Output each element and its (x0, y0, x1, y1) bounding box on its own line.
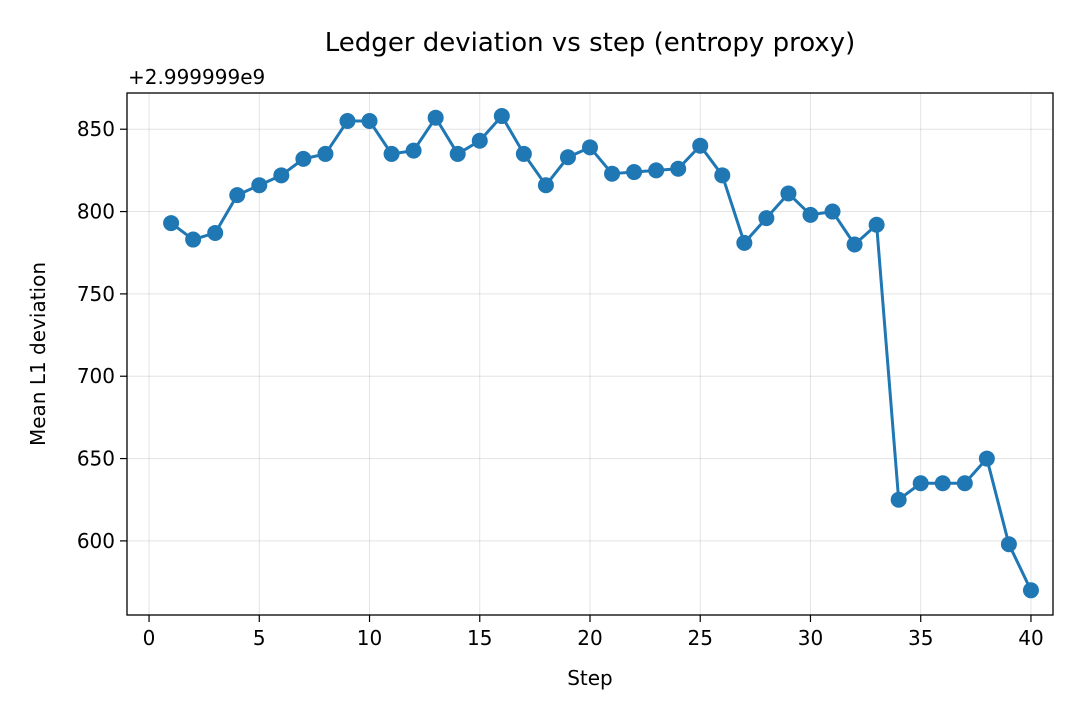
data-point (912, 475, 929, 492)
data-point (780, 185, 797, 202)
data-point (251, 177, 268, 194)
x-tick-label: 25 (688, 626, 713, 650)
data-point (824, 203, 841, 220)
y-axis-offset-text: +2.999999e9 (128, 65, 265, 89)
x-tick-label: 20 (577, 626, 602, 650)
x-tick-label: 35 (908, 626, 933, 650)
y-axis-label: Mean L1 deviation (26, 262, 50, 446)
data-point (163, 215, 180, 232)
data-point (317, 145, 334, 162)
x-tick-label: 5 (253, 626, 266, 650)
data-point (515, 145, 532, 162)
y-tick-label: 650 (77, 447, 115, 471)
y-axis-ticks: 600 650 700 750 800 850 (77, 117, 127, 553)
data-point (361, 112, 378, 129)
data-point (427, 109, 444, 126)
data-point (537, 177, 554, 194)
data-point (383, 145, 400, 162)
series-line (170, 114, 1033, 591)
x-tick-label: 10 (357, 626, 382, 650)
data-point (868, 216, 885, 233)
data-point (736, 234, 753, 251)
data-point (956, 475, 973, 492)
data-point (185, 231, 202, 248)
y-tick-label: 850 (77, 117, 115, 141)
y-tick-label: 600 (77, 529, 115, 553)
data-point (295, 150, 312, 167)
data-point (559, 149, 576, 166)
data-point (493, 108, 510, 125)
data-point (339, 112, 356, 129)
data-point (229, 187, 246, 204)
data-point (670, 160, 687, 177)
data-point (846, 236, 863, 253)
x-tick-label: 15 (467, 626, 492, 650)
data-point (449, 145, 466, 162)
data-point (648, 162, 665, 179)
data-point (1022, 582, 1039, 599)
series-layer (163, 108, 1039, 599)
x-tick-label: 30 (798, 626, 823, 650)
data-point (626, 164, 643, 181)
data-point (934, 475, 951, 492)
data-point (758, 210, 775, 227)
x-axis-ticks: 0 5 10 15 20 25 30 35 40 (143, 615, 1044, 650)
data-point (604, 165, 621, 182)
data-point (273, 167, 290, 184)
data-point (405, 142, 422, 159)
chart-title: Ledger deviation vs step (entropy proxy) (325, 28, 855, 58)
data-point (692, 137, 709, 154)
y-tick-label: 750 (77, 282, 115, 306)
data-point (471, 132, 488, 149)
data-point (207, 224, 224, 241)
grid (127, 93, 1053, 615)
x-tick-label: 40 (1018, 626, 1043, 650)
data-point (1000, 536, 1017, 553)
data-point (582, 139, 598, 156)
data-point (714, 167, 731, 184)
y-tick-label: 800 (77, 200, 115, 224)
x-tick-label: 0 (143, 626, 156, 650)
data-point (978, 450, 995, 467)
data-point (802, 206, 819, 223)
y-tick-label: 700 (77, 364, 115, 388)
x-axis-label: Step (567, 666, 613, 690)
data-point (890, 491, 907, 508)
